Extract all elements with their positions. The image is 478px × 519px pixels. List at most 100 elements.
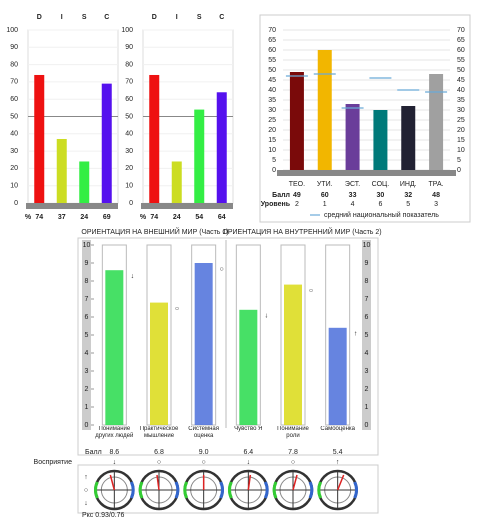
y2-tick-label: 1 <box>365 404 369 411</box>
y2-tick-label: 35 <box>457 97 465 104</box>
dial-needle <box>247 474 252 491</box>
y2-tick-label: 7 <box>365 296 369 303</box>
value-label: 69 <box>103 214 111 221</box>
y-tick-label: 20 <box>268 127 276 134</box>
y2-tick-label: 40 <box>457 87 465 94</box>
dial-frame <box>77 464 379 514</box>
bar <box>317 50 332 170</box>
y-tick-label: 60 <box>10 96 18 103</box>
y-tick-label: 20 <box>10 165 18 172</box>
dial-arc <box>308 481 314 499</box>
y2-tick-label: 60 <box>457 47 465 54</box>
category-label: Понимание роли <box>277 426 309 439</box>
dial-arc <box>138 481 144 499</box>
y-tick-label: 40 <box>268 87 276 94</box>
score-label: Балл <box>272 192 290 199</box>
y-tick-label: 50 <box>10 113 18 120</box>
value-label: 6.4 <box>243 449 253 456</box>
value-label: 48 <box>432 192 440 199</box>
y-tick-label: 30 <box>268 107 276 114</box>
y-tick-label: 50 <box>268 67 276 74</box>
perception-marker: ↓ <box>265 313 269 320</box>
bar <box>101 83 112 203</box>
y-tick-label: 55 <box>268 57 276 64</box>
y-tick-label: 1 <box>85 404 89 411</box>
y-tick-label: 40 <box>125 131 133 138</box>
y2-tick-label: 6 <box>365 314 369 321</box>
y2-tick-label: 10 <box>457 147 465 154</box>
value-label: 54 <box>195 214 203 221</box>
y-tick-label: 90 <box>125 44 133 51</box>
category-label: ИНД. <box>400 181 417 188</box>
legend-label: средний национальный показатель <box>324 211 439 219</box>
y2-tick-label: 4 <box>365 350 369 357</box>
y2-tick-label: 0 <box>365 422 369 429</box>
dial-arc <box>353 481 358 499</box>
value-label: 60 <box>321 192 329 199</box>
side-symbol: ↓ <box>84 500 88 507</box>
bar <box>239 309 258 425</box>
bar <box>429 74 444 170</box>
y-tick-label: 30 <box>10 148 18 155</box>
category-label: Чувство Я <box>234 426 263 432</box>
side-symbol: ○ <box>84 487 88 494</box>
bar <box>328 327 347 425</box>
y2-tick-label: 20 <box>457 127 465 134</box>
value-label: 33 <box>349 192 357 199</box>
level-value: 2 <box>295 201 299 208</box>
y-tick-label: 3 <box>85 368 89 375</box>
y-tick-label: 0 <box>85 422 89 429</box>
category-label: C <box>104 14 109 21</box>
perception-marker: ○ <box>309 287 313 294</box>
value-label: 64 <box>218 214 226 221</box>
perception-marker: ○ <box>175 305 179 312</box>
dial-needle <box>292 474 298 491</box>
category-label: D <box>37 14 42 21</box>
y-tick-label: 100 <box>121 27 133 34</box>
level-label: Уровень <box>261 201 291 208</box>
perception-value: ○ <box>202 459 206 466</box>
bar <box>149 74 160 203</box>
y-tick-label: 20 <box>125 165 133 172</box>
side-symbol: ↑ <box>84 474 88 481</box>
value-label: 30 <box>377 192 385 199</box>
dial-needle <box>336 474 345 491</box>
y-tick-label: 70 <box>268 27 276 34</box>
y2-tick-label: 3 <box>365 368 369 375</box>
y2-tick-label: 50 <box>457 67 465 74</box>
dial-arc <box>183 481 189 499</box>
y-tick-label: 0 <box>129 200 133 207</box>
y-tick-label: 80 <box>10 61 18 68</box>
panel-frame <box>259 14 471 223</box>
bar <box>79 161 90 203</box>
dial-arc <box>129 481 135 499</box>
category-label: Самооценка <box>320 426 355 432</box>
category-label: I <box>61 14 63 21</box>
bar <box>284 284 302 425</box>
score-label: Балл <box>85 449 102 456</box>
value-label: 37 <box>58 214 66 221</box>
bar <box>345 104 360 170</box>
y2-tick-label: 2 <box>365 386 369 393</box>
dial-arc <box>317 481 323 499</box>
y-tick-label: 40 <box>10 131 18 138</box>
perception-value: ○ <box>291 459 295 466</box>
category-box: Системная оценка <box>188 426 219 439</box>
y2-tick-label: 9 <box>365 260 369 267</box>
y2-tick-label: 15 <box>457 137 465 144</box>
category-label: Практическое мышление <box>139 426 179 439</box>
y2-tick-label: 55 <box>457 57 465 64</box>
y-tick-label: 10 <box>268 147 276 154</box>
y-tick-label: 60 <box>125 96 133 103</box>
category-label: S <box>197 14 202 21</box>
footnote: Ркс 0.93/0.76 <box>82 512 125 519</box>
perception-marker: ↑ <box>354 331 358 338</box>
dial-arc <box>228 481 233 499</box>
y-tick-label: 7 <box>85 296 89 303</box>
category-box: Понимание других людей <box>95 426 133 439</box>
category-label: ТРА. <box>429 181 444 188</box>
value-label: 24 <box>173 214 181 221</box>
category-label: СОЦ. <box>372 181 390 188</box>
floor <box>26 203 118 209</box>
y-tick-label: 5 <box>272 157 276 164</box>
